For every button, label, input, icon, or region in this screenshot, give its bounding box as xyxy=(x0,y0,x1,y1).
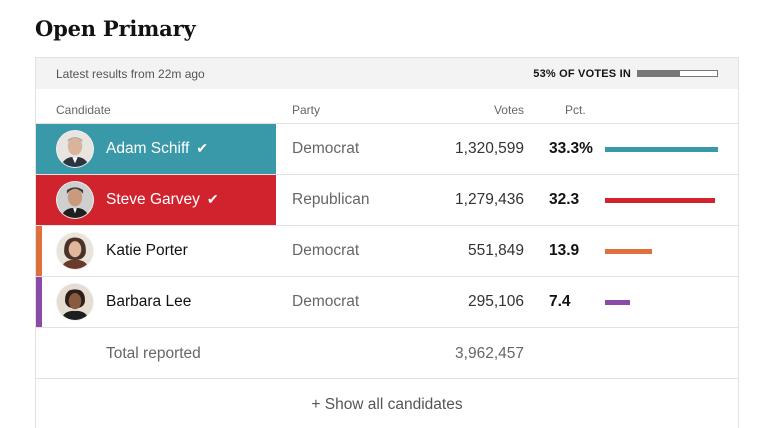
candidate-name: Steve Garvey xyxy=(106,191,200,208)
candidate-votes: 551,849 xyxy=(467,242,524,259)
candidate-party: Democrat xyxy=(292,140,360,157)
candidate-pct: 13.9 xyxy=(549,242,580,259)
votes-in-progress-bar xyxy=(637,70,718,77)
candidate-pct: 33.3% xyxy=(549,140,593,157)
candidate-row-adam-schiff: Adam Schiff ✔ Democrat 1,320,599 33.3% xyxy=(36,124,738,175)
candidate-pct-bar xyxy=(605,147,718,152)
candidate-votes: 1,279,436 xyxy=(455,191,524,208)
candidate-votes: 1,320,599 xyxy=(455,140,524,157)
column-header-votes: Votes xyxy=(493,103,524,117)
checkmark-icon: ✔ xyxy=(196,140,209,156)
column-header-party: Party xyxy=(292,103,321,117)
column-header-pct: Pct. xyxy=(565,103,586,117)
latest-results-text: Latest results from 22m ago xyxy=(56,66,205,81)
candidate-party: Democrat xyxy=(292,242,360,259)
candidate-avatar xyxy=(56,181,94,219)
status-bar: Latest results from 22m ago 53% OF VOTES… xyxy=(36,58,738,89)
results-table: Latest results from 22m ago 53% OF VOTES… xyxy=(35,57,739,428)
candidate-name: Katie Porter xyxy=(106,242,188,259)
show-all-candidates-button[interactable]: + Show all candidates xyxy=(311,396,463,413)
candidate-avatar xyxy=(56,232,94,270)
candidate-avatar xyxy=(56,130,94,168)
votes-in-progress-fill xyxy=(638,71,680,76)
table-header: Candidate Party Votes Pct. xyxy=(36,89,738,124)
candidate-name: Adam Schiff xyxy=(106,140,190,157)
candidate-row-barbara-lee: Barbara Lee Democrat 295,106 7.4 xyxy=(36,277,738,328)
votes-in-indicator: 53% OF VOTES IN xyxy=(533,58,718,89)
candidate-row-steve-garvey: Steve Garvey ✔ Republican 1,279,436 32.3 xyxy=(36,175,738,226)
candidate-pct: 32.3 xyxy=(549,191,580,208)
page-title: Open Primary xyxy=(35,16,196,41)
party-stripe xyxy=(36,226,42,276)
person-photo-icon xyxy=(57,131,93,167)
candidate-party: Democrat xyxy=(292,293,360,310)
candidate-pct-bar xyxy=(605,300,631,305)
party-stripe xyxy=(36,277,42,327)
total-votes: 3,962,457 xyxy=(455,345,524,362)
candidate-name: Barbara Lee xyxy=(106,293,192,310)
checkmark-icon: ✔ xyxy=(206,191,219,207)
candidate-avatar xyxy=(56,283,94,321)
votes-in-label: 53% OF VOTES IN xyxy=(533,67,631,80)
total-label: Total reported xyxy=(106,345,201,362)
person-photo-icon xyxy=(57,233,93,269)
candidate-party: Republican xyxy=(292,191,370,208)
candidate-pct-bar xyxy=(605,198,715,203)
candidate-row-katie-porter: Katie Porter Democrat 551,849 13.9 xyxy=(36,226,738,277)
candidate-pct: 7.4 xyxy=(549,293,571,310)
candidate-votes: 295,106 xyxy=(467,293,524,310)
column-header-candidate: Candidate xyxy=(56,103,111,117)
person-photo-icon xyxy=(57,182,93,218)
candidate-pct-bar xyxy=(605,249,653,254)
total-row: Total reported 3,962,457 xyxy=(36,328,738,379)
person-photo-icon xyxy=(57,284,93,320)
